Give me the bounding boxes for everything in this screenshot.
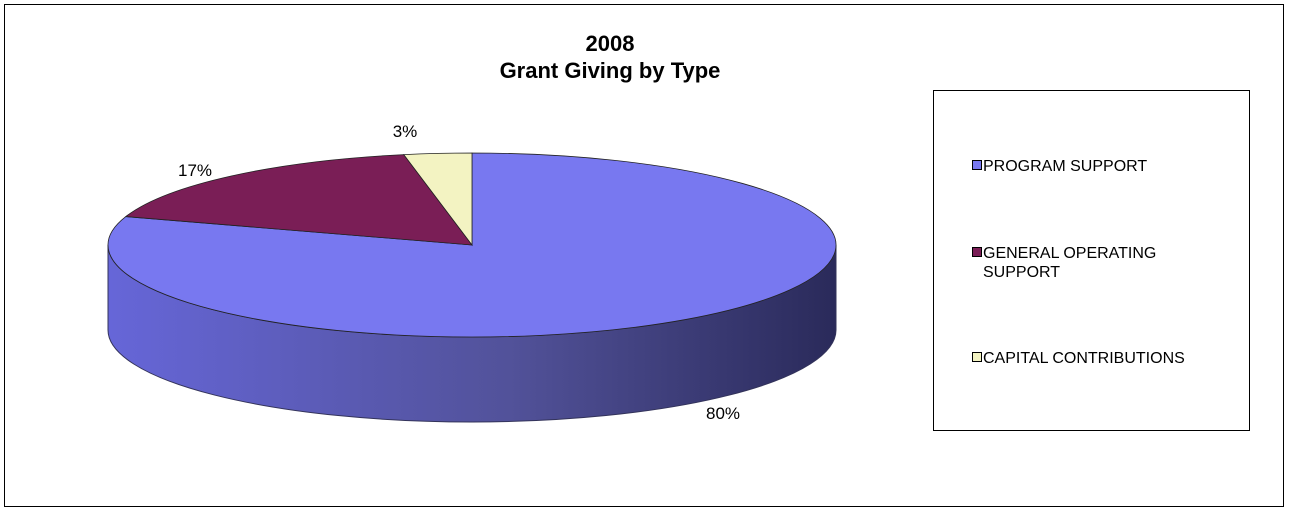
pie-slice-program-support bbox=[107, 152, 837, 338]
legend-swatch-capital-contributions bbox=[972, 352, 982, 362]
legend-label: GENERAL OPERATING SUPPORT bbox=[983, 245, 1157, 281]
legend: PROGRAM SUPPORT GENERAL OPERATING SUPPOR… bbox=[933, 90, 1250, 431]
legend-label: CAPITAL CONTRIBUTIONS bbox=[983, 350, 1185, 367]
pie-slice-capital-contributions bbox=[403, 152, 473, 247]
pie-slice-general-operating-support bbox=[124, 154, 473, 246]
chart-title-line-1: 2008 bbox=[585, 31, 635, 56]
data-label-capital-contributions: 3% bbox=[393, 122, 418, 141]
data-label-general-operating-support: 17% bbox=[178, 161, 212, 180]
data-label-program-support: 80% bbox=[706, 404, 740, 423]
chart-title: 2008 Grant Giving by Type bbox=[330, 30, 890, 84]
legend-swatch-program-support bbox=[972, 160, 982, 170]
chart-title-line-2: Grant Giving by Type bbox=[499, 58, 721, 83]
legend-swatch-general-operating-support bbox=[972, 247, 982, 257]
legend-label: PROGRAM SUPPORT bbox=[983, 158, 1148, 175]
